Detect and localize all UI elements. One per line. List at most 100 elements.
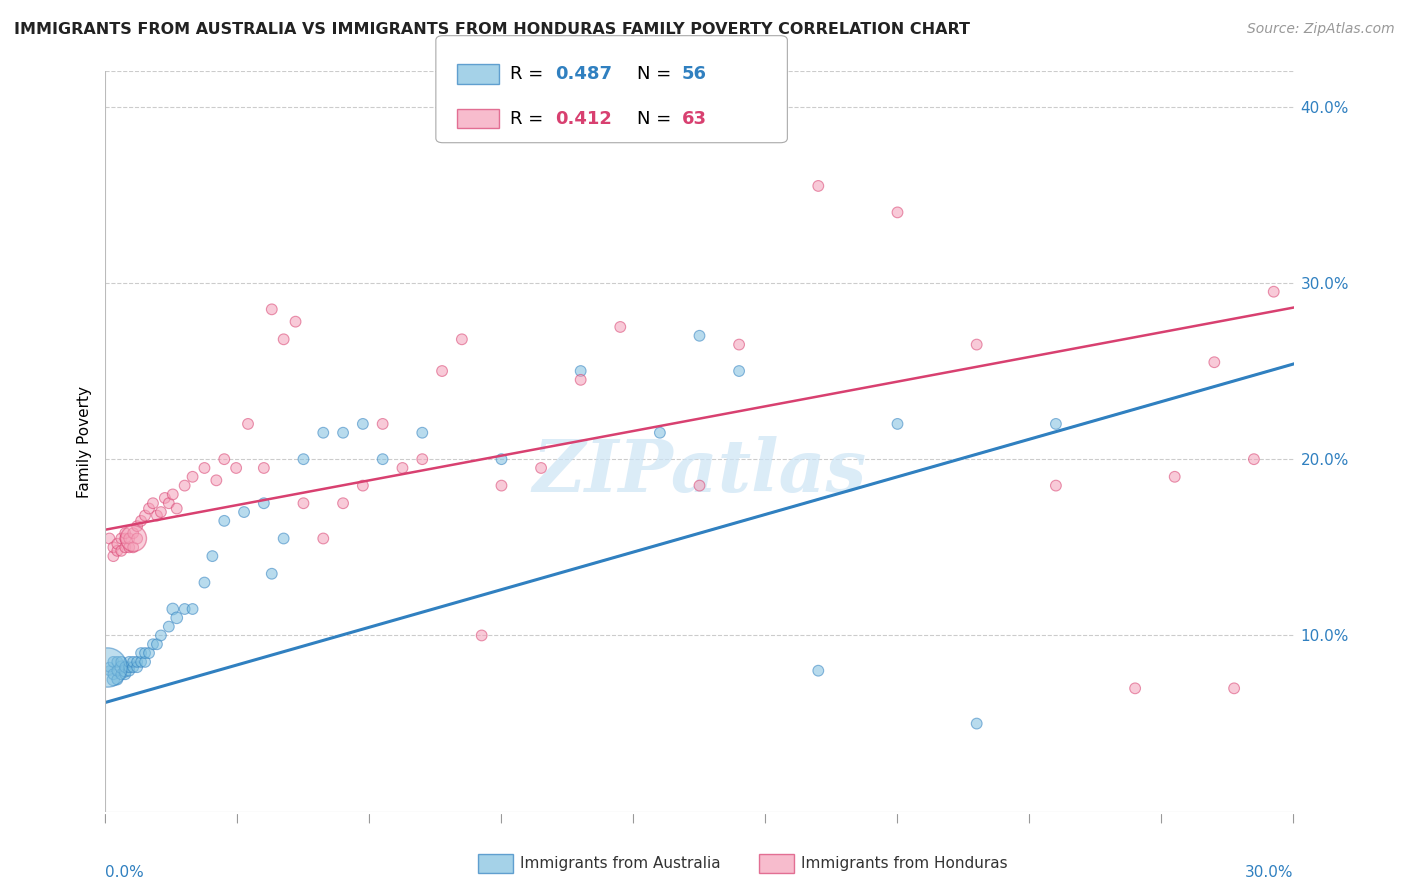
Point — [110, 667, 132, 681]
Point — [1263, 285, 1285, 299]
Point — [332, 425, 354, 440]
Text: 0.487: 0.487 — [555, 65, 613, 83]
Text: 63: 63 — [682, 110, 707, 128]
Point — [105, 655, 128, 669]
Point — [127, 519, 149, 533]
Point — [450, 332, 472, 346]
Point — [129, 646, 152, 660]
Text: N =: N = — [637, 65, 676, 83]
Text: 0.0%: 0.0% — [105, 864, 145, 880]
Point — [114, 526, 136, 541]
Point — [114, 532, 136, 546]
Point — [292, 452, 315, 467]
Point — [569, 364, 592, 378]
Point — [214, 514, 236, 528]
Point — [110, 544, 132, 558]
Point — [114, 664, 136, 678]
Point — [118, 541, 141, 555]
Point — [411, 452, 433, 467]
Point — [110, 660, 132, 674]
Point — [134, 646, 156, 660]
Point — [103, 673, 125, 687]
Point — [253, 461, 276, 475]
Text: 56: 56 — [682, 65, 707, 83]
Text: Immigrants from Honduras: Immigrants from Honduras — [801, 856, 1008, 871]
Point — [728, 337, 751, 351]
Point — [118, 532, 141, 546]
Point — [260, 566, 283, 581]
Point — [103, 549, 125, 563]
Text: 0.412: 0.412 — [555, 110, 612, 128]
Point — [134, 655, 156, 669]
Point — [127, 655, 149, 669]
Point — [181, 602, 204, 616]
Point — [122, 660, 145, 674]
Point — [129, 655, 152, 669]
Point — [807, 664, 830, 678]
Point — [157, 619, 180, 633]
Point — [110, 532, 132, 546]
Point — [118, 660, 141, 674]
Point — [122, 655, 145, 669]
Point — [1045, 478, 1067, 492]
Point — [134, 508, 156, 523]
Point — [728, 364, 751, 378]
Point — [103, 541, 125, 555]
Point — [129, 514, 152, 528]
Point — [430, 364, 453, 378]
Point — [491, 452, 513, 467]
Point — [118, 664, 141, 678]
Point — [491, 478, 513, 492]
Point — [391, 461, 413, 475]
Point — [103, 667, 125, 681]
Point — [146, 508, 169, 523]
Point — [162, 487, 184, 501]
Point — [110, 655, 132, 669]
Text: R =: R = — [510, 65, 550, 83]
Point — [105, 673, 128, 687]
Point — [181, 470, 204, 484]
Point — [153, 491, 176, 505]
Point — [609, 320, 631, 334]
Point — [142, 496, 165, 510]
Point — [122, 526, 145, 541]
Point — [648, 425, 671, 440]
Point — [1243, 452, 1265, 467]
Point — [292, 496, 315, 510]
Point — [138, 501, 160, 516]
Text: ZIPatlas: ZIPatlas — [533, 435, 866, 507]
Point — [233, 505, 256, 519]
Point — [1223, 681, 1246, 696]
Point — [253, 496, 276, 510]
Point — [146, 637, 169, 651]
Point — [138, 646, 160, 660]
Point — [273, 332, 295, 346]
Point — [105, 664, 128, 678]
Point — [530, 461, 553, 475]
Point — [411, 425, 433, 440]
Point — [966, 716, 988, 731]
Point — [332, 496, 354, 510]
Point — [966, 337, 988, 351]
Point — [149, 628, 172, 642]
Point — [118, 655, 141, 669]
Point — [260, 302, 283, 317]
Text: Immigrants from Australia: Immigrants from Australia — [520, 856, 721, 871]
Point — [157, 496, 180, 510]
Point — [225, 461, 247, 475]
Point — [689, 328, 711, 343]
Point — [96, 660, 118, 674]
Point — [166, 501, 188, 516]
Point — [98, 532, 121, 546]
Point — [201, 549, 224, 563]
Point — [127, 532, 149, 546]
Point — [284, 315, 307, 329]
Point — [193, 575, 215, 590]
Point — [807, 178, 830, 193]
Point — [114, 541, 136, 555]
Point — [114, 667, 136, 681]
Point — [352, 478, 374, 492]
Point — [1204, 355, 1226, 369]
Point — [689, 478, 711, 492]
Text: 30.0%: 30.0% — [1246, 864, 1294, 880]
